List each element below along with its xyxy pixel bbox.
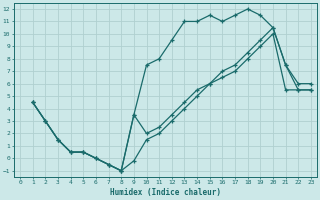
X-axis label: Humidex (Indice chaleur): Humidex (Indice chaleur) (110, 188, 221, 197)
